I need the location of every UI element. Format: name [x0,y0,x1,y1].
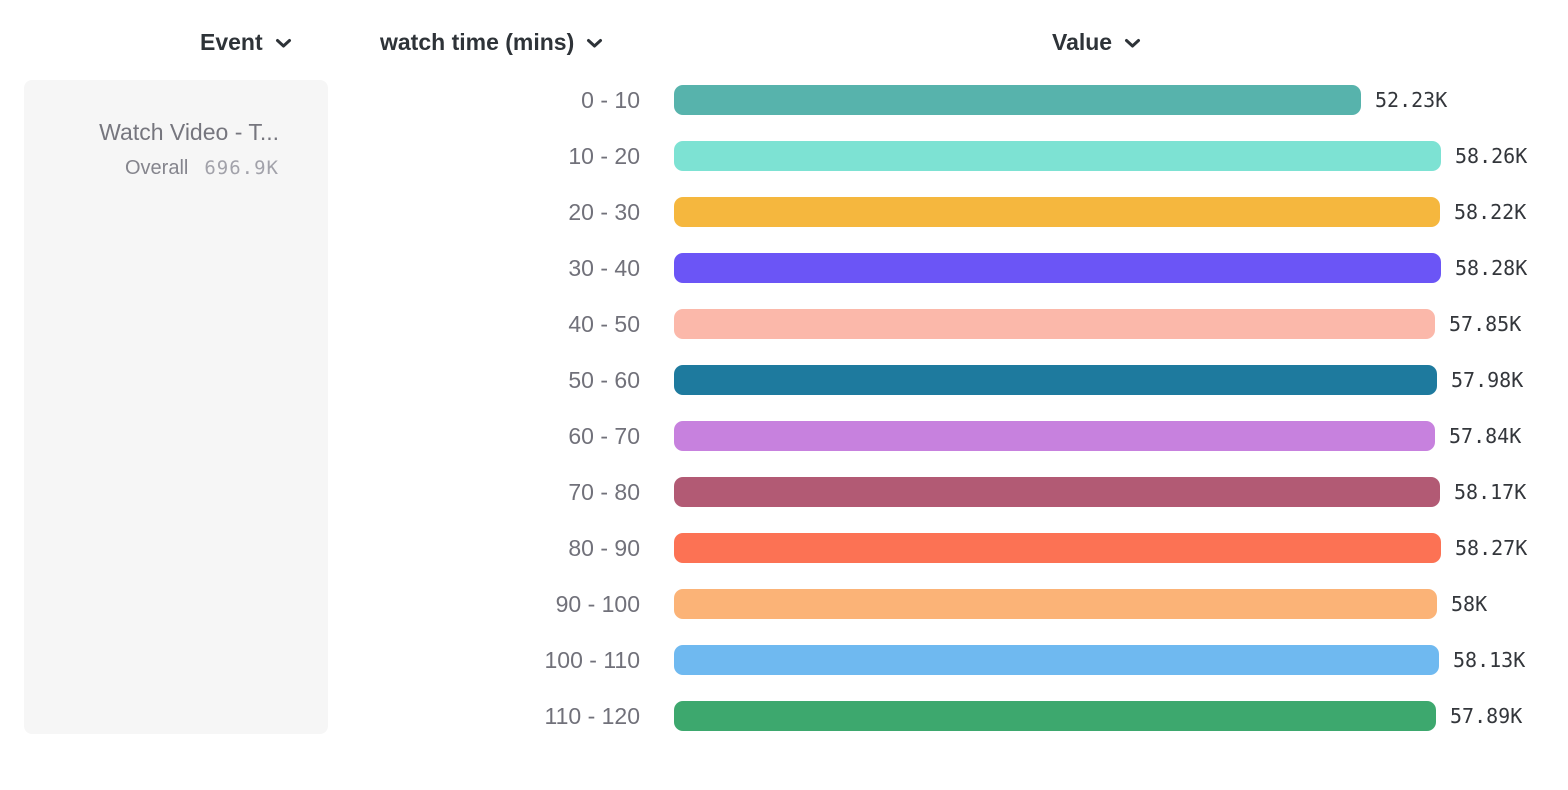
chevron-down-icon [275,35,292,49]
category-label: 30 - 40 [568,254,640,281]
category-label: 60 - 70 [568,422,640,449]
value-label: 58.27K [1455,536,1528,560]
chart-rows: 0 - 10 52.23K 10 - 20 58.26K 20 - 30 58.22K 30… [0,72,1568,744]
breakdown-dropdown[interactable]: watch time (mins) [380,28,603,56]
chart-row: 70 - 80 58.17K [0,464,1568,520]
bar-segment[interactable] [674,477,1440,507]
chart-row: 20 - 30 58.22K [0,184,1568,240]
category-label: 20 - 30 [568,198,640,225]
event-dropdown-label: Event [200,28,263,55]
bar-segment[interactable] [674,533,1441,563]
value-label: 57.85K [1449,312,1522,336]
category-label: 110 - 120 [544,702,640,729]
chart-row: 0 - 10 52.23K [0,72,1568,128]
bar-segment[interactable] [674,309,1435,339]
value-label: 58.28K [1455,256,1528,280]
overall-row: Overall 696.9K [44,155,279,181]
value-label: 52.23K [1375,88,1448,112]
bar-segment[interactable] [674,85,1361,115]
chart-row: 110 - 120 57.89K [0,688,1568,744]
value-label: 57.84K [1449,424,1522,448]
value-dropdown[interactable]: Value [1052,28,1141,56]
value-label: 58.17K [1454,480,1527,504]
overall-value: 696.9K [204,157,279,179]
category-label: 50 - 60 [568,366,640,393]
category-label: 70 - 80 [568,478,640,505]
chart-row: 40 - 50 57.85K [0,296,1568,352]
bar-segment[interactable] [674,141,1441,171]
chart-row: 10 - 20 58.26K [0,128,1568,184]
bar-segment[interactable] [674,197,1440,227]
value-dropdown-label: Value [1052,28,1113,55]
chart-row: 100 - 110 58.13K [0,632,1568,688]
value-label: 58.22K [1454,200,1527,224]
chevron-down-icon [586,35,603,49]
bar-segment[interactable] [674,645,1439,675]
category-label: 90 - 100 [555,590,640,617]
category-label: 0 - 10 [581,86,640,113]
value-label: 58.26K [1455,144,1528,168]
event-name[interactable]: Watch Video - T... [99,119,279,145]
value-label: 57.89K [1450,704,1523,728]
overall-label: Overall [125,157,189,179]
bar-segment[interactable] [674,701,1436,731]
category-label: 80 - 90 [568,534,640,561]
bar-segment[interactable] [674,253,1441,283]
bar-segment[interactable] [674,589,1437,619]
category-label: 100 - 110 [544,646,640,673]
value-label: 58.13K [1453,648,1526,672]
category-label: 10 - 20 [568,142,640,169]
bar-segment[interactable] [674,421,1435,451]
category-label: 40 - 50 [568,310,640,337]
chevron-down-icon [1124,35,1141,49]
value-label: 57.98K [1451,368,1524,392]
value-label: 58K [1451,592,1488,616]
breakdown-dropdown-label: watch time (mins) [380,28,575,55]
chart-row: 30 - 40 58.28K [0,240,1568,296]
bar-segment[interactable] [674,365,1437,395]
chart-row: 60 - 70 57.84K [0,408,1568,464]
event-legend-card: Watch Video - T... Overall 696.9K [24,80,328,734]
event-dropdown[interactable]: Event [200,28,292,56]
chart-row: 80 - 90 58.27K [0,520,1568,576]
chart-row: 50 - 60 57.98K [0,352,1568,408]
chart-row: 90 - 100 58K [0,576,1568,632]
